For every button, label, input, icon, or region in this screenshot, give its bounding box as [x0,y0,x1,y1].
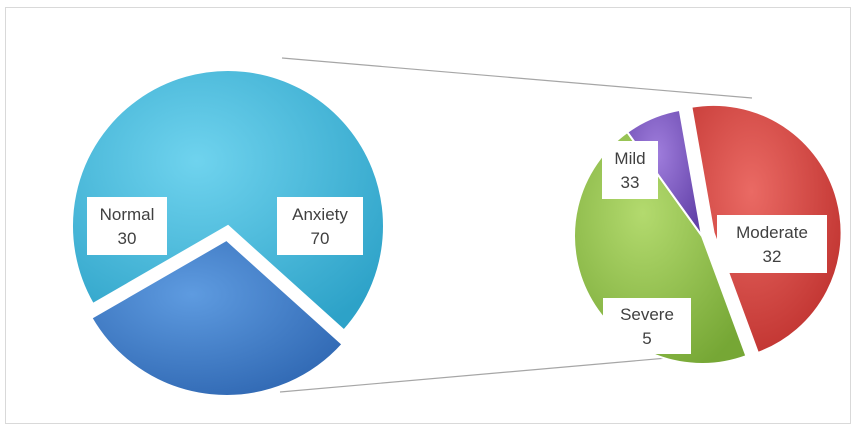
data-label-category: Anxiety [292,205,348,224]
data-label-category: Normal [100,205,155,224]
connector-line-bottom [279,355,691,393]
primary-slice-normal [90,238,344,397]
data-label-severe: Severe 5 [603,298,691,354]
primary-pie [71,69,385,397]
data-label-box [277,197,363,255]
data-label-category: Mild [614,149,645,168]
data-label-value: 32 [763,247,782,266]
data-label-value: 70 [311,229,330,248]
data-label-mild: Mild 33 [602,141,658,199]
data-label-moderate: Moderate 32 [717,215,827,273]
data-label-box [717,215,827,273]
data-label-category: Moderate [736,223,808,242]
data-label-value: 5 [642,329,651,348]
data-label-box [603,298,691,354]
connector-lines [279,57,753,393]
data-label-box [602,141,658,199]
data-label-normal: Normal 30 [87,197,167,255]
data-label-box [87,197,167,255]
connector-line-top [281,57,753,99]
data-label-category: Severe [620,305,674,324]
primary-slice-anxiety [71,69,385,332]
data-label-value: 33 [621,173,640,192]
data-label-anxiety: Anxiety 70 [277,197,363,255]
data-labels: Anxiety 70 Normal 30 Mild 33 Moderate 32 Severe 5 [87,141,827,354]
data-label-value: 30 [118,229,137,248]
